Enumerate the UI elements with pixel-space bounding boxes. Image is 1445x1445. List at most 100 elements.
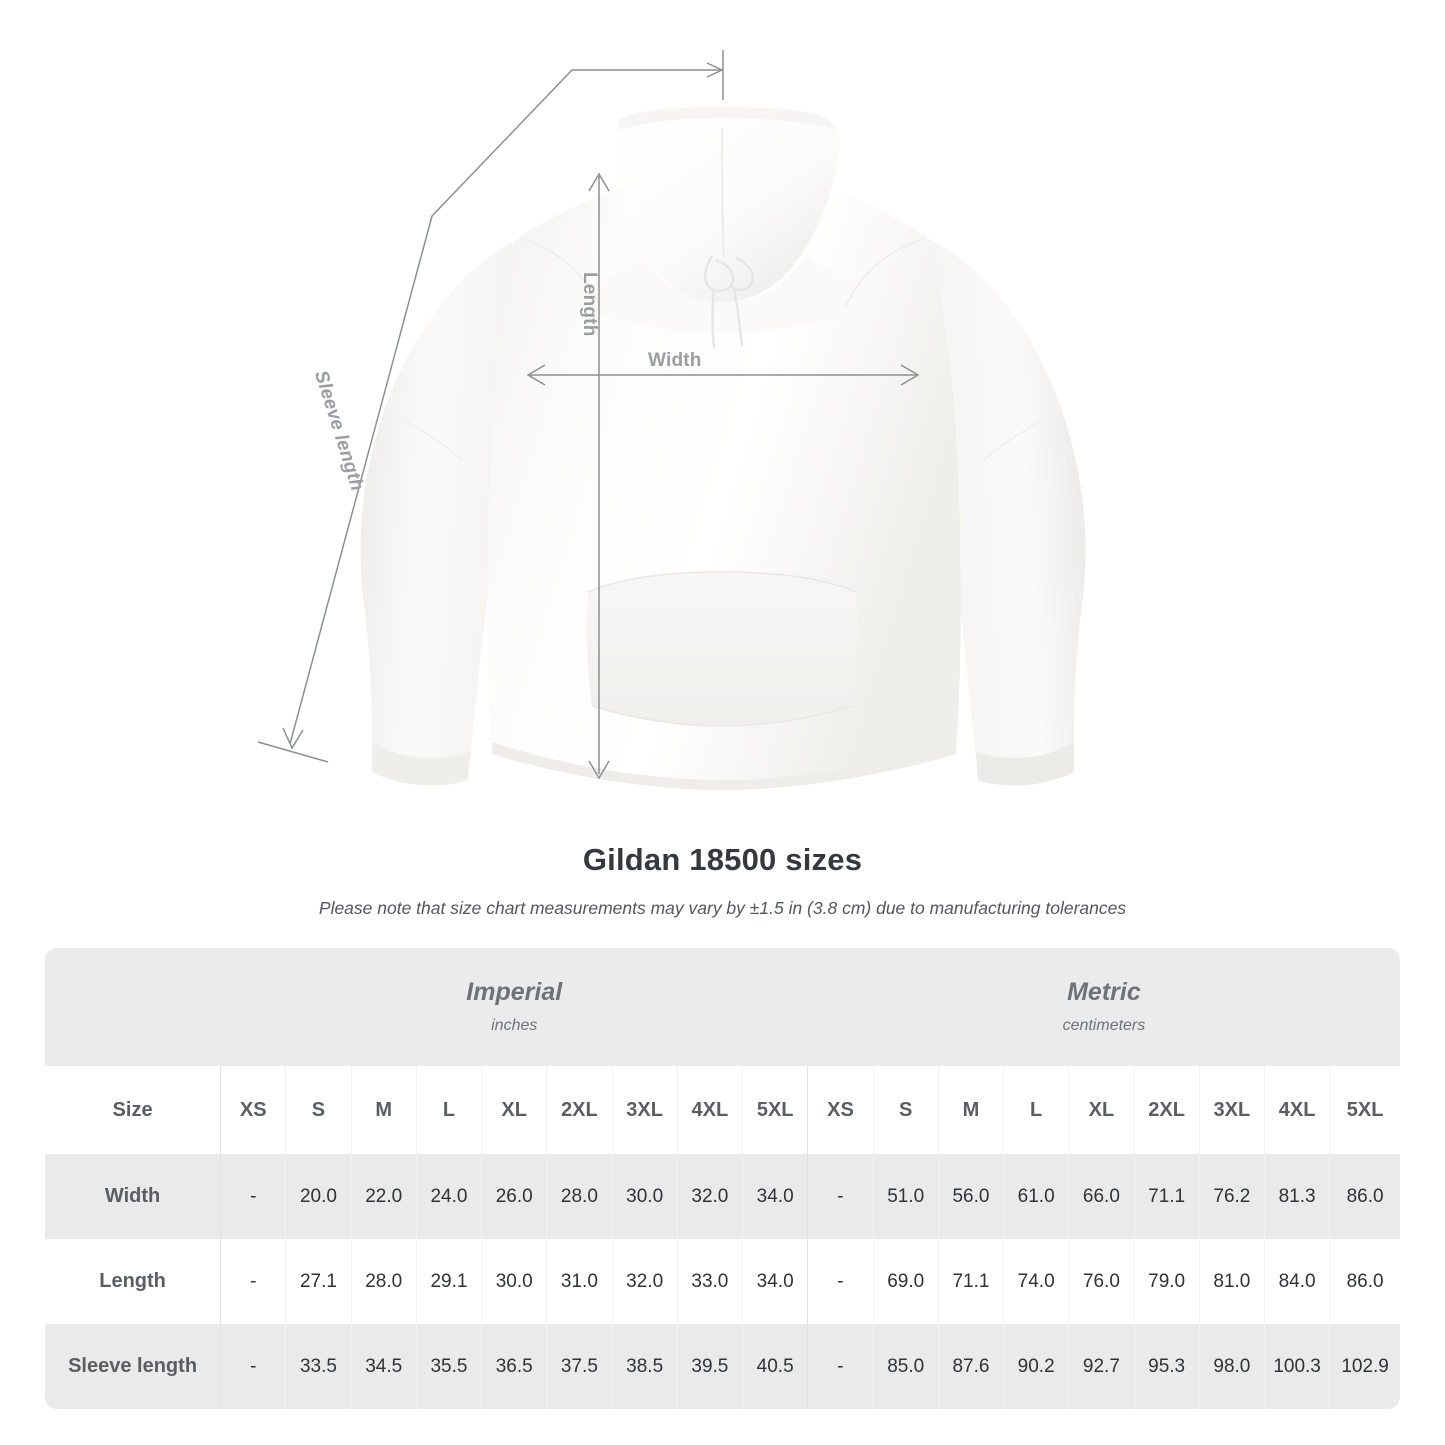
hoodie-illustration-svg <box>257 50 1086 790</box>
size-header-row: Size XS S M L XL 2XL 3XL 4XL 5XL XS S M … <box>45 1066 1400 1154</box>
size-col-imperial-2xl: 2XL <box>546 1066 613 1154</box>
cell-length-imperial-4xl: 33.0 <box>677 1239 744 1324</box>
length-arrowhead-top <box>588 172 610 192</box>
cell-width-imperial-2xl: 28.0 <box>546 1154 613 1239</box>
width-dimension-label: Width <box>648 350 702 371</box>
sleeve-length-cuff-tick <box>257 741 329 763</box>
cell-width-metric-5xl: 86.0 <box>1329 1154 1400 1239</box>
table-row: Width - 20.0 22.0 24.0 26.0 28.0 30.0 32… <box>45 1154 1400 1239</box>
cell-sleeve-imperial-l: 35.5 <box>416 1324 483 1409</box>
cell-width-metric-4xl: 81.3 <box>1264 1154 1331 1239</box>
imperial-system-label: Imperial <box>466 977 563 1006</box>
cell-length-metric-4xl: 84.0 <box>1264 1239 1331 1324</box>
cell-width-metric-m: 56.0 <box>938 1154 1005 1239</box>
cell-length-imperial-l: 29.1 <box>416 1239 483 1324</box>
length-arrowhead-bottom <box>588 760 610 780</box>
cell-length-metric-3xl: 81.0 <box>1199 1239 1265 1324</box>
cell-sleeve-metric-5xl: 102.9 <box>1329 1324 1400 1409</box>
metric-unit-header: Metric centimeters <box>807 948 1400 1066</box>
table-row: Length - 27.1 28.0 29.1 30.0 31.0 32.0 3… <box>45 1239 1400 1324</box>
cell-width-imperial-l: 24.0 <box>416 1154 483 1239</box>
cell-sleeve-metric-l: 90.2 <box>1003 1324 1070 1409</box>
size-chart-table: Imperial inches Metric centimeters Size … <box>45 948 1400 1409</box>
unit-system-row: Imperial inches Metric centimeters <box>45 948 1400 1066</box>
cell-sleeve-metric-s: 85.0 <box>873 1324 939 1409</box>
cell-length-imperial-m: 28.0 <box>351 1239 417 1324</box>
size-chart-table-wrapper: Imperial inches Metric centimeters Size … <box>45 948 1400 1409</box>
size-header-cell: Size <box>45 1066 222 1154</box>
title-block: Gildan 18500 sizes Please note that size… <box>0 842 1445 919</box>
size-col-imperial-m: M <box>351 1066 417 1154</box>
width-arrowhead-left <box>526 364 546 386</box>
unit-row-spacer <box>45 948 221 1066</box>
cell-sleeve-metric-xs: - <box>807 1324 874 1409</box>
size-col-imperial-5xl: 5XL <box>742 1066 809 1154</box>
size-col-metric-2xl: 2XL <box>1134 1066 1200 1154</box>
size-col-metric-5xl: 5XL <box>1329 1066 1400 1154</box>
cell-width-imperial-5xl: 34.0 <box>742 1154 809 1239</box>
size-col-metric-s: S <box>873 1066 939 1154</box>
cell-width-metric-xs: - <box>807 1154 874 1239</box>
measurement-guides <box>257 50 920 780</box>
cell-width-imperial-4xl: 32.0 <box>677 1154 744 1239</box>
page-title: Gildan 18500 sizes <box>582 842 863 877</box>
size-col-imperial-3xl: 3XL <box>612 1066 678 1154</box>
cell-sleeve-imperial-3xl: 38.5 <box>612 1324 678 1409</box>
cell-sleeve-imperial-xl: 36.5 <box>481 1324 548 1409</box>
size-col-metric-xs: XS <box>807 1066 874 1154</box>
cell-width-metric-l: 61.0 <box>1003 1154 1070 1239</box>
row-label-length: Length <box>45 1239 222 1324</box>
sleeve-length-arrowhead-bottom <box>282 727 304 750</box>
cell-length-imperial-xs: - <box>220 1239 287 1324</box>
row-label-sleeve-length: Sleeve length <box>45 1324 222 1409</box>
cell-sleeve-imperial-5xl: 40.5 <box>742 1324 809 1409</box>
cell-length-imperial-5xl: 34.0 <box>742 1239 809 1324</box>
table-row: Sleeve length - 33.5 34.5 35.5 36.5 37.5… <box>45 1324 1400 1409</box>
size-col-imperial-xl: XL <box>481 1066 548 1154</box>
metric-system-label: Metric <box>1067 977 1141 1006</box>
cell-sleeve-metric-2xl: 95.3 <box>1134 1324 1200 1409</box>
size-col-imperial-l: L <box>416 1066 483 1154</box>
cell-length-metric-xl: 76.0 <box>1068 1239 1135 1324</box>
cell-length-imperial-2xl: 31.0 <box>546 1239 613 1324</box>
size-col-metric-4xl: 4XL <box>1264 1066 1331 1154</box>
hoodie-size-diagram: Length Width Sleeve length <box>257 50 1086 790</box>
metric-unit-label: centimeters <box>1062 1017 1146 1035</box>
size-col-imperial-s: S <box>285 1066 352 1154</box>
tolerance-note: Please note that size chart measurements… <box>318 898 1127 918</box>
cell-length-metric-s: 69.0 <box>873 1239 939 1324</box>
cell-length-imperial-s: 27.1 <box>285 1239 352 1324</box>
imperial-unit-label: inches <box>491 1017 538 1035</box>
cell-length-imperial-3xl: 32.0 <box>612 1239 678 1324</box>
length-dimension-label: Length <box>579 272 600 337</box>
size-col-metric-3xl: 3XL <box>1199 1066 1265 1154</box>
drawstring <box>703 255 754 349</box>
cell-length-metric-m: 71.1 <box>938 1239 1005 1324</box>
cell-width-metric-2xl: 71.1 <box>1134 1154 1200 1239</box>
cell-width-imperial-xl: 26.0 <box>481 1154 548 1239</box>
imperial-unit-header: Imperial inches <box>220 948 808 1066</box>
cell-sleeve-imperial-xs: - <box>220 1324 287 1409</box>
cell-length-imperial-xl: 30.0 <box>481 1239 548 1324</box>
cell-length-metric-5xl: 86.0 <box>1329 1239 1400 1324</box>
hoodie-garment <box>360 106 1086 790</box>
cell-length-metric-l: 74.0 <box>1003 1239 1070 1324</box>
cell-width-metric-s: 51.0 <box>873 1154 939 1239</box>
sleeve-length-arrowhead-top <box>706 62 724 78</box>
cell-sleeve-metric-m: 87.6 <box>938 1324 1005 1409</box>
cell-sleeve-metric-3xl: 98.0 <box>1199 1324 1265 1409</box>
cell-sleeve-imperial-m: 34.5 <box>351 1324 417 1409</box>
size-col-imperial-4xl: 4XL <box>677 1066 744 1154</box>
cell-width-imperial-xs: - <box>220 1154 287 1239</box>
width-arrowhead-right <box>900 364 920 386</box>
cell-sleeve-imperial-2xl: 37.5 <box>546 1324 613 1409</box>
cell-width-metric-3xl: 76.2 <box>1199 1154 1265 1239</box>
cell-sleeve-imperial-s: 33.5 <box>285 1324 352 1409</box>
size-col-imperial-xs: XS <box>220 1066 287 1154</box>
cell-width-metric-xl: 66.0 <box>1068 1154 1135 1239</box>
cell-length-metric-xs: - <box>807 1239 874 1324</box>
size-col-metric-l: L <box>1003 1066 1070 1154</box>
sleeve-length-guide-line <box>289 69 723 745</box>
cell-sleeve-metric-xl: 92.7 <box>1068 1324 1135 1409</box>
size-col-metric-m: M <box>938 1066 1005 1154</box>
